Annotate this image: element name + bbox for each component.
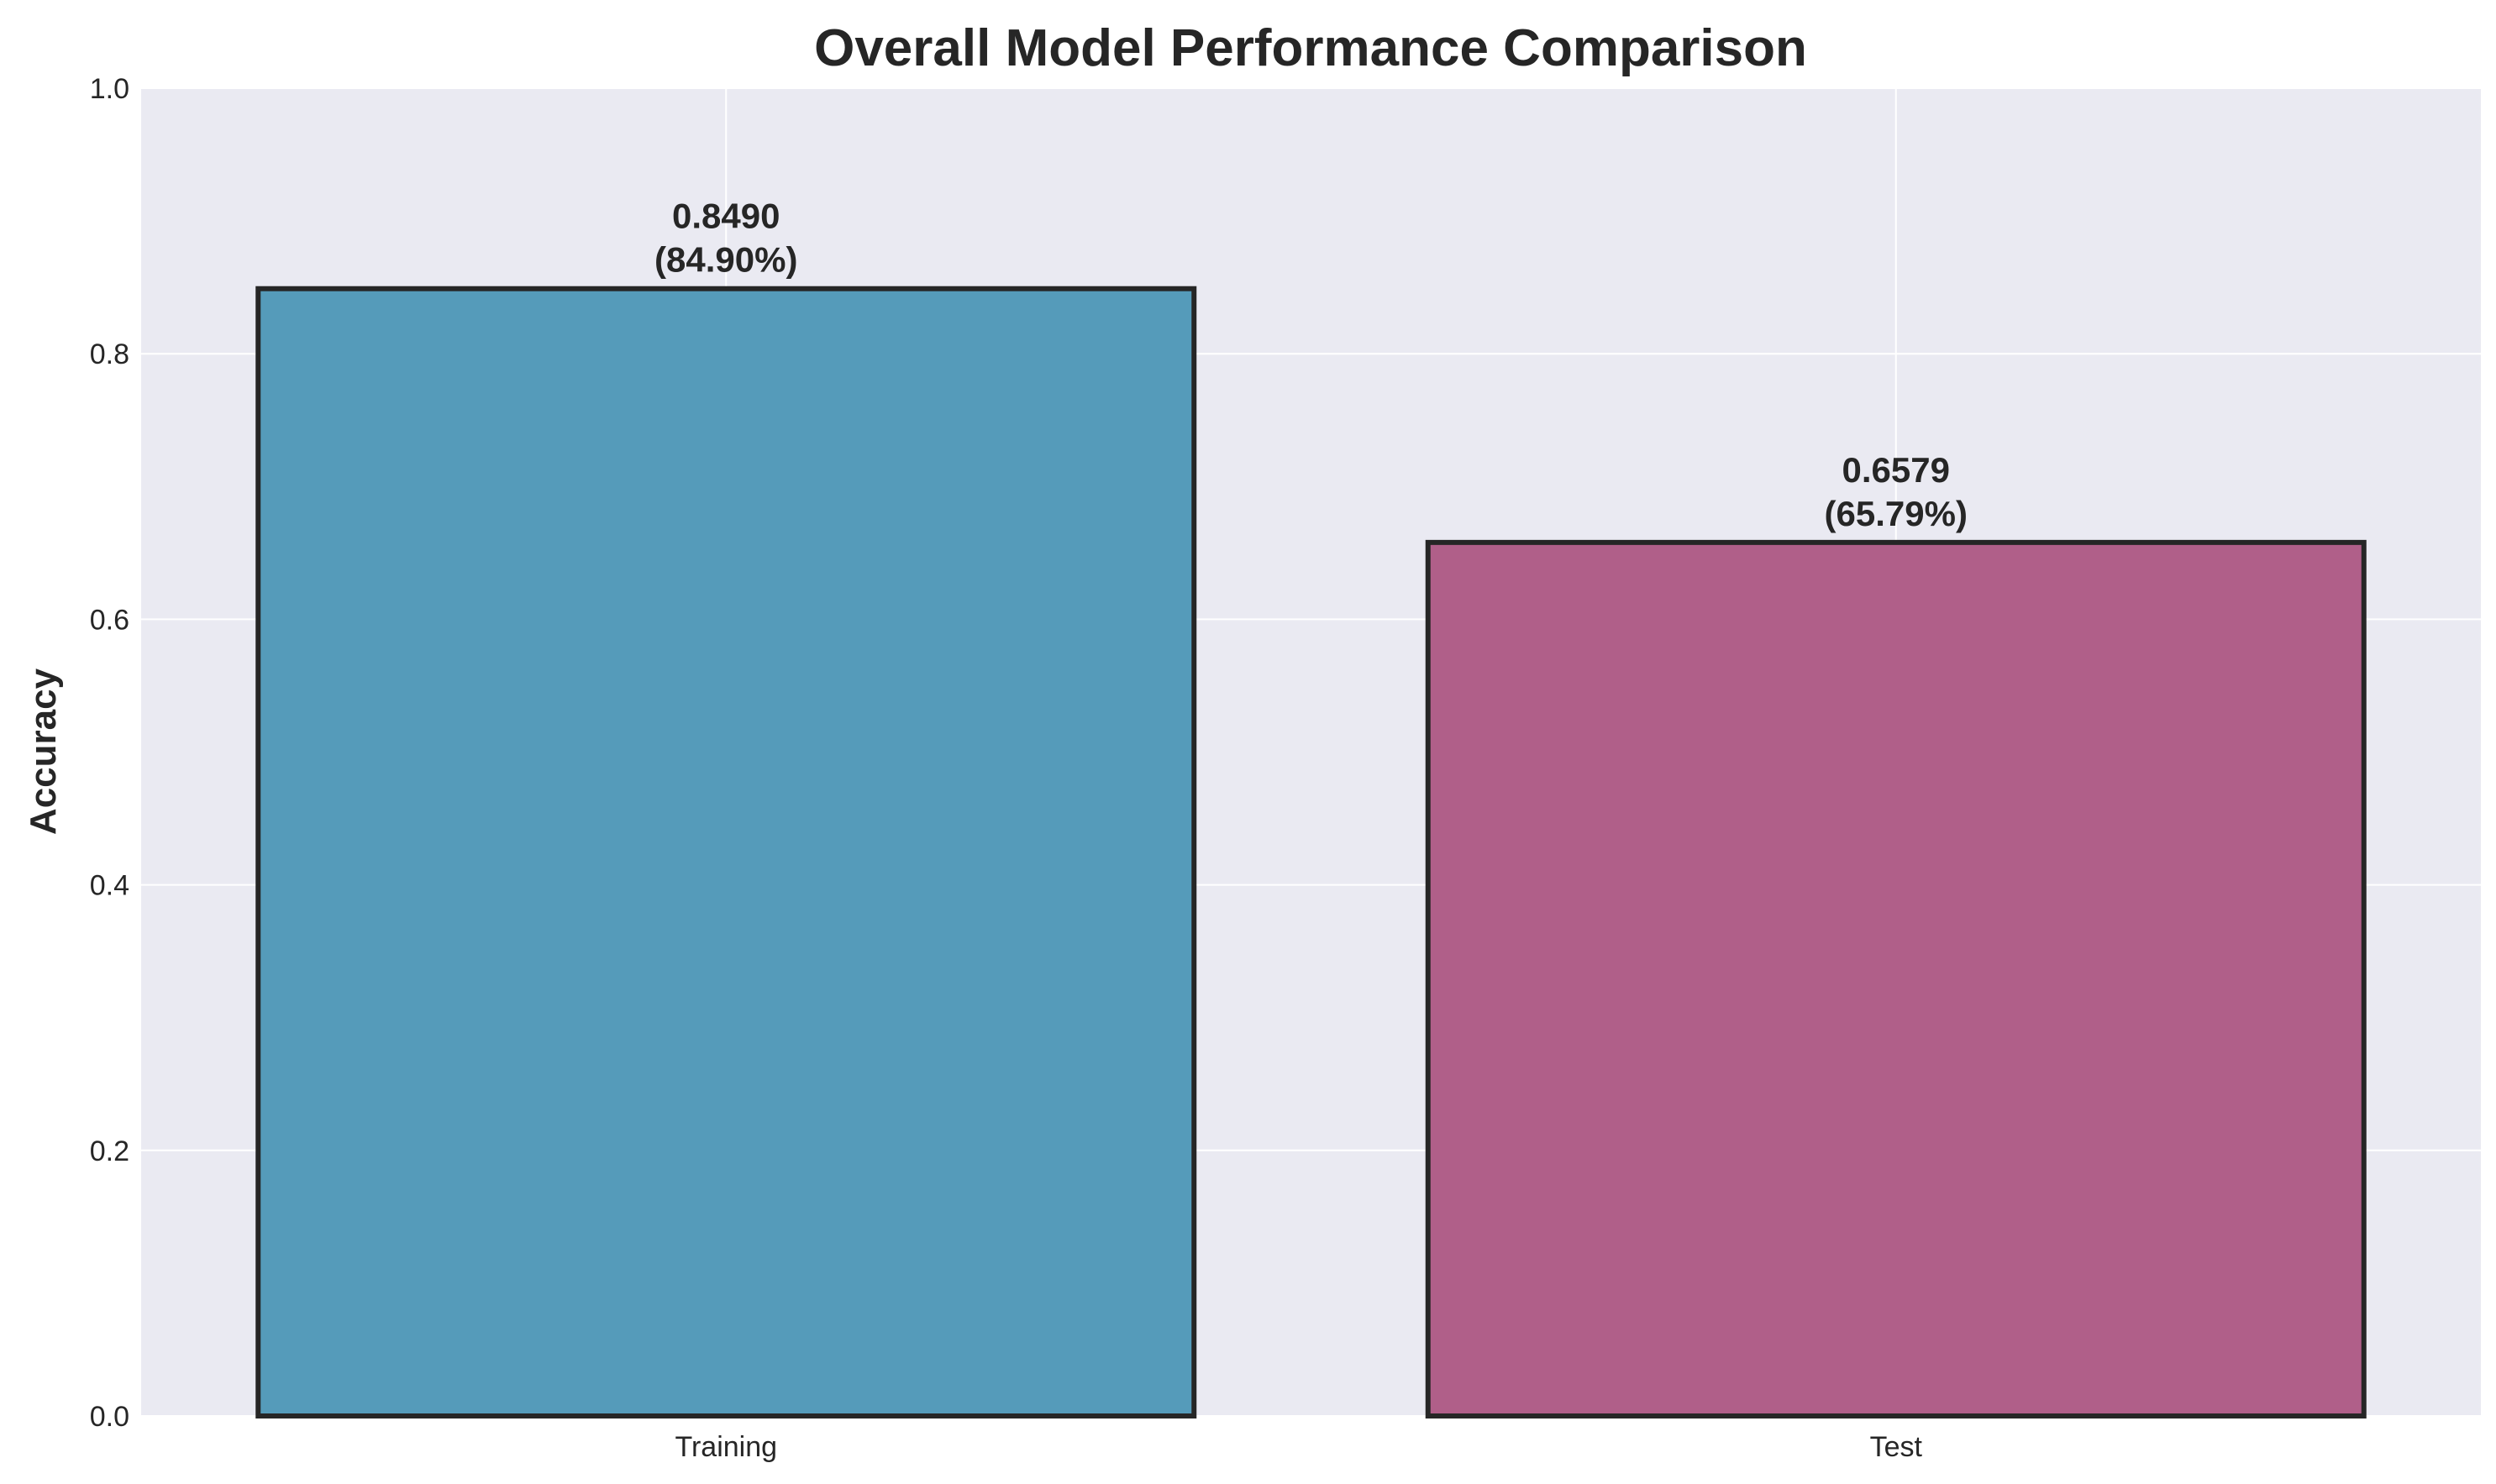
bars: [255, 286, 2367, 1419]
data-labels: 0.8490 (84.90%) 0.6579 (65.79%): [654, 197, 1968, 533]
data-label-percent: (84.90%): [654, 240, 797, 280]
data-label-percent: (65.79%): [1825, 494, 1968, 533]
x-tick-label: Training: [675, 1431, 777, 1463]
x-tick-label: Test: [1870, 1431, 1923, 1463]
chart-title: Overall Model Performance Comparison: [814, 19, 1807, 77]
y-tick-label: 1.0: [90, 73, 129, 105]
x-axis-ticks: Training Test: [675, 1431, 1922, 1463]
data-label-value: 0.6579: [1842, 450, 1950, 490]
y-tick-label: 0.0: [90, 1401, 129, 1433]
y-tick-label: 0.4: [90, 870, 129, 902]
y-axis-label: Accuracy: [23, 668, 64, 835]
y-tick-label: 0.6: [90, 604, 129, 636]
y-tick-label: 0.8: [90, 338, 129, 370]
bar-training: [255, 286, 1197, 1419]
y-axis-ticks: 0.0 0.2 0.4 0.6 0.8 1.0: [90, 73, 129, 1433]
bar-test: [1425, 539, 2367, 1418]
data-label-value: 0.8490: [672, 197, 780, 236]
y-tick-label: 0.2: [90, 1135, 129, 1167]
